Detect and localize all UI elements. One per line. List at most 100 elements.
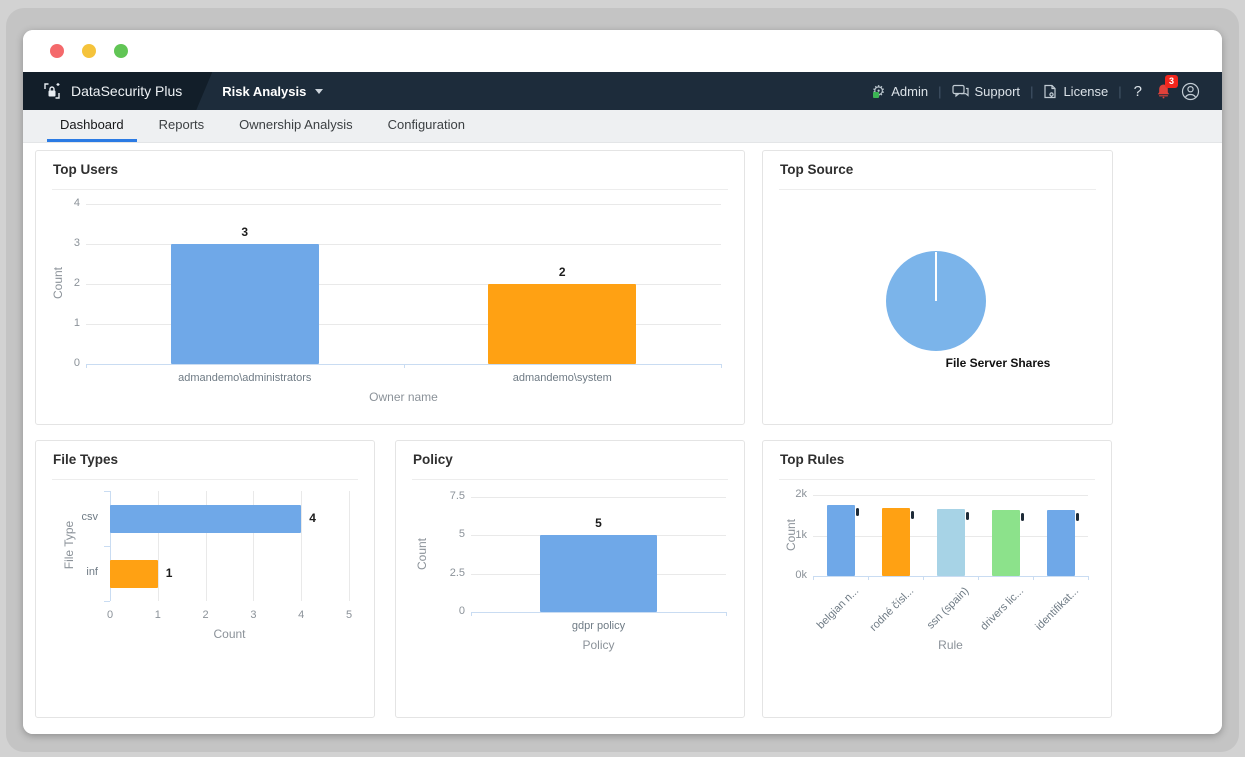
y-axis-title: Count — [415, 537, 429, 570]
notifications-button[interactable]: 3 — [1156, 75, 1178, 99]
bar-value-mark — [1020, 512, 1024, 521]
license-label: License — [1063, 83, 1109, 99]
divider — [779, 189, 1096, 190]
y-category-label: inf — [86, 565, 98, 578]
bar-value-label: 2 — [558, 265, 566, 279]
gridline — [471, 497, 726, 498]
divider — [779, 479, 1095, 480]
tab-reports[interactable]: Reports — [158, 117, 205, 132]
y-tick-label: 3 — [73, 237, 80, 249]
gridline — [349, 491, 350, 601]
top-users-chart: 0 1 2 3 4 3 admandemo\administrators 2 admandemo… — [36, 151, 744, 424]
help-button[interactable]: ? — [1133, 82, 1142, 100]
notification-count-badge: 3 — [1164, 75, 1178, 88]
brand-name: DataSecurity Plus — [71, 83, 183, 99]
gridline — [253, 491, 255, 601]
bar-value-label: 1 — [165, 565, 173, 580]
y-tick-label: 0 — [73, 357, 80, 369]
tab-dashboard[interactable]: Dashboard — [47, 110, 137, 142]
maximize-window-button[interactable] — [114, 44, 128, 58]
pie-slice-divider — [935, 252, 937, 301]
bar[interactable] — [1046, 509, 1075, 576]
bar-value-label: 5 — [595, 516, 602, 531]
x-tick-label: 1 — [154, 609, 161, 621]
x-tick-label: 5 — [345, 609, 353, 621]
bar[interactable] — [991, 509, 1020, 576]
y-tick-label: 7.5 — [449, 490, 465, 502]
bar-value-mark — [1075, 512, 1079, 521]
admin-menu[interactable]: ⚙ Admin — [872, 84, 928, 99]
divider: | — [938, 83, 942, 99]
top-source-chart: File Server Shares — [763, 151, 1112, 424]
bar[interactable] — [170, 244, 319, 364]
bar-value-label: 4 — [309, 510, 316, 525]
x-tick-label: 2 — [202, 609, 209, 621]
bar[interactable] — [936, 509, 965, 576]
card-title: Policy — [413, 452, 453, 467]
brand[interactable]: DataSecurity Plus — [23, 72, 212, 110]
pie-slice-label: File Server Shares — [945, 356, 1051, 370]
account-button[interactable] — [1181, 82, 1200, 101]
license-menu[interactable]: License — [1043, 84, 1108, 99]
gridline — [813, 495, 1088, 496]
x-tick-label: 3 — [250, 609, 257, 621]
y-tick-label: 1k — [795, 528, 807, 541]
x-category-label: ssn (spain) — [924, 585, 971, 632]
license-icon — [1043, 84, 1057, 99]
bar[interactable] — [881, 507, 910, 576]
card-title: File Types — [53, 452, 119, 467]
x-category-label: belgian n... — [814, 585, 861, 632]
gridline — [205, 491, 207, 601]
axis-tick — [868, 576, 869, 580]
axis-tick — [403, 364, 405, 368]
bar[interactable] — [826, 505, 855, 576]
axis-tick — [1088, 576, 1089, 580]
gridline — [157, 491, 159, 601]
x-category-label: identifikat... — [1033, 585, 1081, 633]
top-rules-chart: 0k 1k 2k belgian n... rodné čísl... ssn (spai… — [763, 441, 1111, 717]
x-axis-title: Policy — [582, 638, 615, 652]
x-axis-title: Count — [213, 627, 246, 641]
gridline — [86, 324, 721, 325]
policy-card: Policy 0 2.5 5 7.5 5 gdpr policy Policy Count — [395, 440, 745, 718]
module-selector[interactable]: Risk Analysis — [222, 83, 324, 99]
file-types-card: File Types 0 1 2 3 4 5 4 csv 1 inf Count File Type — [35, 440, 375, 718]
navbar-actions: ⚙ Admin | Support | — [872, 75, 1222, 101]
y-tick-label: 0 — [458, 605, 465, 617]
axis-tick — [721, 364, 722, 368]
minimize-window-button[interactable] — [82, 44, 96, 58]
gridline — [86, 244, 721, 245]
y-tick-label: 1 — [73, 317, 80, 329]
x-category-label: gdpr policy — [571, 620, 626, 632]
chat-icon — [951, 84, 969, 98]
x-category-label: drivers lic... — [978, 585, 1026, 633]
bar-value-label: 3 — [241, 225, 249, 239]
divider: | — [1030, 83, 1034, 99]
tab-configuration[interactable]: Configuration — [387, 117, 465, 132]
bar[interactable] — [540, 535, 657, 612]
close-window-button[interactable] — [50, 44, 64, 58]
axis-tick — [923, 576, 924, 580]
tab-ownership-analysis[interactable]: Ownership Analysis — [239, 117, 353, 132]
bar-value-mark — [855, 508, 859, 517]
top-navbar: DataSecurity Plus Risk Analysis ⚙ Admin … — [23, 72, 1222, 110]
x-axis-title: Rule — [938, 638, 963, 652]
x-tick-label: 4 — [298, 609, 305, 621]
x-axis-line — [471, 612, 726, 613]
card-title: Top Rules — [780, 452, 845, 467]
axis-tick — [813, 576, 814, 580]
support-menu[interactable]: Support — [951, 84, 1020, 99]
y-axis-title: File Type — [62, 520, 76, 570]
bar[interactable] — [488, 284, 637, 364]
axis-tick — [104, 491, 110, 492]
y-tick-label: 2.5 — [449, 566, 465, 579]
top-users-card: Top Users 0 1 2 3 4 3 admandemo\administrators… — [35, 150, 745, 425]
axis-tick — [726, 612, 727, 616]
policy-chart: 0 2.5 5 7.5 5 gdpr policy Policy Count — [396, 441, 744, 717]
datasecurity-plus-logo-icon — [42, 81, 62, 101]
bar[interactable] — [110, 504, 302, 533]
bar[interactable] — [110, 559, 158, 588]
bar-value-mark — [910, 510, 914, 519]
x-category-label: admandemo\system — [512, 372, 612, 384]
module-name: Risk Analysis — [222, 83, 307, 99]
